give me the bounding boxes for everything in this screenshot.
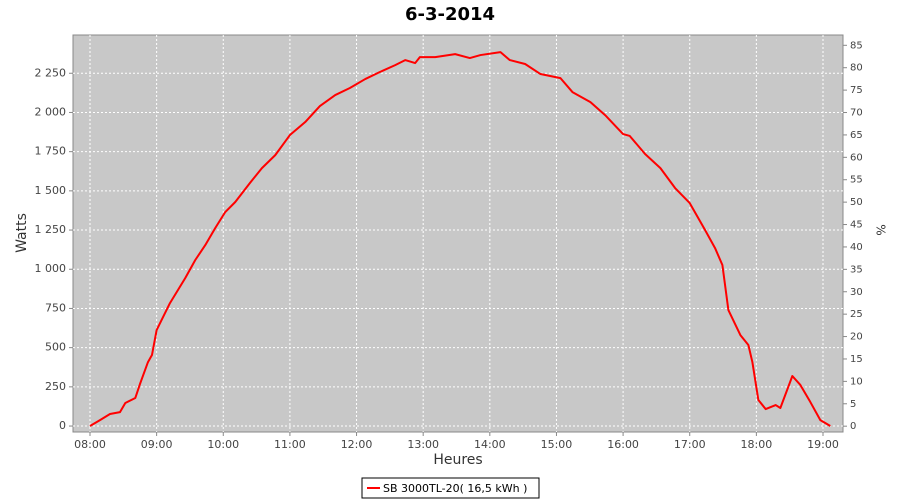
x-tick-label: 11:00	[274, 438, 306, 451]
x-tick-label: 09:00	[141, 438, 173, 451]
y2-tick-label: 45	[850, 220, 863, 231]
x-tick-label: 13:00	[407, 438, 439, 451]
y2-tick-label: 35	[850, 264, 863, 275]
x-tick-label: 17:00	[674, 438, 706, 451]
data-line	[89, 51, 831, 427]
y-tick-label: 500	[45, 341, 66, 354]
y-tick-label: 1 000	[35, 262, 67, 275]
x-tick-label: 12:00	[341, 438, 373, 451]
y2-axis-label: %	[874, 224, 888, 235]
y2-tick-label: 60	[850, 152, 863, 163]
x-tick-label: 16:00	[607, 438, 639, 451]
y2-tick-label: 10	[850, 376, 863, 387]
y2-tick-label: 30	[850, 287, 863, 298]
plot-area	[72, 34, 844, 433]
y-tick-label: 1 250	[35, 223, 67, 236]
y2-tick-label: 5	[850, 399, 856, 410]
x-tick-label: 18:00	[741, 438, 773, 451]
y-tick-label: 2 250	[35, 66, 67, 79]
x-axis-label: Heures	[433, 452, 482, 468]
y-tick-label: 1 500	[35, 184, 67, 197]
legend	[361, 477, 540, 499]
y2-tick-label: 75	[850, 85, 863, 96]
y2-tick-label: 20	[850, 332, 863, 343]
y2-tick-label: 15	[850, 354, 863, 365]
y2-tick-label: 25	[850, 309, 863, 320]
y2-tick-label: 80	[850, 63, 863, 74]
y2-tick-label: 50	[850, 197, 863, 208]
y-tick-label: 2 000	[35, 105, 67, 118]
x-tick-label: 14:00	[474, 438, 506, 451]
y2-tick-label: 55	[850, 175, 863, 186]
y-tick-label: 0	[59, 419, 66, 432]
x-tick-label: 10:00	[207, 438, 239, 451]
chart-title: 6-3-2014	[405, 4, 495, 25]
y-tick-label: 1 750	[35, 145, 67, 158]
x-tick-label: 08:00	[74, 438, 106, 451]
y-tick-label: 250	[45, 380, 66, 393]
y2-tick-label: 85	[850, 40, 863, 51]
y-axis-label: Watts	[14, 213, 30, 253]
legend-label: SB 3000TL-20( 16,5 kWh )	[383, 482, 527, 495]
x-tick-label: 15:00	[541, 438, 573, 451]
y-tick-label: 750	[45, 301, 66, 314]
x-tick-label: 19:00	[807, 438, 839, 451]
y2-tick-label: 70	[850, 108, 863, 119]
y2-tick-label: 65	[850, 130, 863, 141]
y2-tick-label: 40	[850, 242, 863, 253]
y2-tick-label: 0	[850, 421, 856, 432]
